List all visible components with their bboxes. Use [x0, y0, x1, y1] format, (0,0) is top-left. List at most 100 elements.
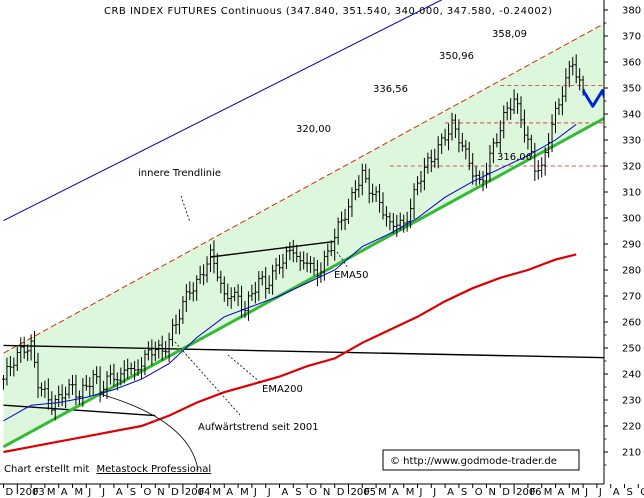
x-tick-label: J — [253, 487, 257, 498]
x-tick-label: D — [502, 487, 510, 498]
price-bar — [540, 157, 544, 178]
price-bar — [450, 112, 454, 141]
price-bar — [319, 262, 323, 283]
price-bar — [271, 264, 275, 295]
price-bar — [139, 357, 144, 380]
metastock-link[interactable]: Metastock Professional — [97, 464, 212, 475]
price-bar — [32, 330, 37, 368]
x-tick-label: A — [226, 487, 233, 498]
price-bar — [150, 339, 154, 366]
ema200-line — [3, 253, 577, 454]
price-bar — [391, 212, 395, 234]
y-tick-label: 210 — [622, 448, 641, 459]
y-tick-label: 330 — [622, 136, 641, 147]
price-bar — [70, 374, 75, 395]
price-bar — [457, 119, 461, 153]
price-bar — [267, 275, 271, 294]
created-prefix: Chart erstellt mit — [4, 464, 89, 475]
copyright-text[interactable]: © http://www.godmode-trader.de — [390, 456, 557, 467]
y-tick-label: 260 — [622, 318, 641, 329]
x-tick-label: N — [323, 487, 330, 498]
price-bar — [153, 341, 157, 362]
x-tick-label: N — [489, 487, 496, 498]
x-tick-label: M — [544, 487, 553, 498]
x-tick-label: J — [419, 487, 423, 498]
price-bar — [5, 357, 9, 386]
price-bar — [219, 270, 223, 294]
price-bar — [505, 101, 509, 121]
price-bar — [22, 336, 26, 359]
x-tick-label: D — [171, 487, 179, 498]
price-bar — [433, 148, 437, 168]
high-label: 358,09 — [492, 29, 527, 40]
y-tick-label: 370 — [622, 32, 641, 43]
price-bar — [478, 170, 482, 185]
y-tick-label: 290 — [622, 240, 641, 251]
y-tick-label: 340 — [622, 110, 641, 121]
price-bar — [43, 380, 47, 398]
price-bar — [67, 378, 71, 399]
price-bar — [160, 335, 164, 361]
y-tick-label: 250 — [622, 344, 641, 355]
inner-trendline-label: innere Trendlinie — [138, 168, 221, 179]
moving-averages — [3, 124, 577, 454]
price-bar — [291, 239, 295, 263]
price-bar — [405, 211, 409, 232]
price-bar — [326, 243, 330, 267]
x-tick-label: A — [116, 487, 123, 498]
price-bar — [446, 123, 451, 151]
price-bar — [395, 214, 399, 237]
price-bar — [19, 337, 23, 363]
price-bar — [281, 253, 285, 279]
price-bar — [188, 281, 192, 301]
price-bar — [371, 183, 375, 203]
price-bar — [164, 341, 168, 358]
price-bar — [60, 384, 64, 407]
price-bar — [529, 134, 533, 157]
price-bar — [174, 314, 178, 334]
price-bar — [129, 362, 133, 376]
price-bar — [402, 214, 406, 233]
price-bar — [567, 60, 571, 88]
price-bar — [126, 358, 130, 379]
price-bar — [91, 369, 95, 395]
price-bar — [250, 284, 254, 301]
price-bar — [274, 257, 278, 280]
price-bar — [260, 270, 264, 286]
price-bar — [29, 334, 33, 361]
x-tick-label: F — [364, 487, 370, 498]
price-bar — [84, 375, 88, 391]
price-bar — [95, 366, 99, 385]
price-bar — [357, 175, 361, 198]
x-tick-label: 2006 — [516, 487, 541, 498]
ema50-line — [3, 124, 577, 422]
x-tick-label: M — [378, 487, 387, 498]
y-tick-label: 300 — [622, 214, 641, 225]
y-tick-label: 380 — [622, 6, 641, 17]
upper-blue-trendline — [3, 0, 443, 222]
price-bar — [522, 109, 527, 143]
price-bar — [557, 98, 561, 115]
x-tick-label: O — [475, 487, 483, 498]
price-bar — [122, 360, 126, 384]
price-bar — [101, 380, 106, 397]
inner-trendline — [210, 240, 335, 258]
annotation-labels: innere Trendlinie EMA50 EMA200 Aufwärtst… — [138, 29, 532, 433]
price-bar — [415, 176, 420, 196]
y-tick-label: 270 — [622, 292, 641, 303]
price-bar — [422, 157, 426, 191]
y-tick-label: 230 — [622, 396, 641, 407]
price-bars — [1, 54, 585, 421]
price-bar — [436, 136, 440, 169]
x-tick-label: O — [144, 487, 152, 498]
x-tick-label: O — [640, 487, 644, 498]
x-tick-label: A — [558, 487, 565, 498]
price-bar — [46, 378, 50, 410]
x-tick-label: A — [613, 487, 620, 498]
price-bar — [329, 240, 333, 257]
price-bar — [77, 390, 81, 405]
x-tick-label: 2004 — [185, 487, 210, 498]
price-bar — [312, 257, 316, 276]
price-bar — [308, 256, 313, 274]
price-bar — [8, 356, 12, 377]
